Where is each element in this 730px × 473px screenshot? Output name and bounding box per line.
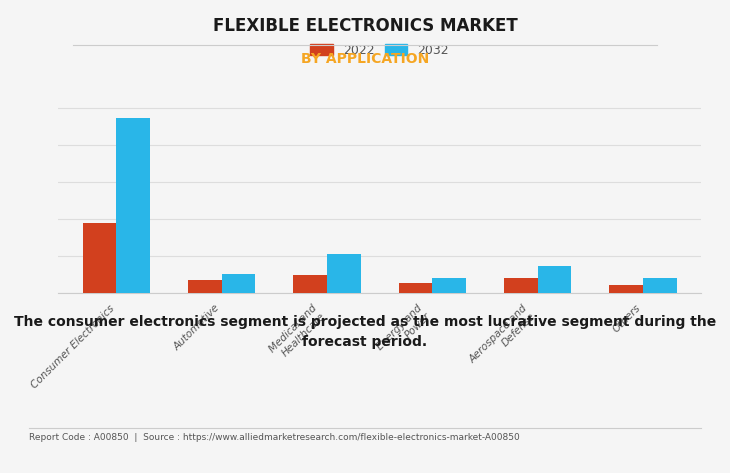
Bar [222,274,255,293]
Bar [116,118,150,293]
Text: The consumer electronics segment is projected as the most lucrative segment duri: The consumer electronics segment is proj… [14,315,716,349]
Bar [399,283,432,293]
Bar [504,278,537,293]
Text: Report Code : A00850  |  Source : https://www.alliedmarketresearch.com/flexible-: Report Code : A00850 | Source : https://… [29,433,520,442]
Legend: 2022, 2032: 2022, 2032 [305,39,454,62]
Bar [432,278,466,293]
Bar [293,275,327,293]
Bar [327,254,361,293]
Bar [188,280,222,293]
Text: BY APPLICATION: BY APPLICATION [301,52,429,66]
Bar [82,223,116,293]
Text: FLEXIBLE ELECTRONICS MARKET: FLEXIBLE ELECTRONICS MARKET [212,17,518,35]
Bar [537,265,572,293]
Bar [643,278,677,293]
Bar [609,285,643,293]
